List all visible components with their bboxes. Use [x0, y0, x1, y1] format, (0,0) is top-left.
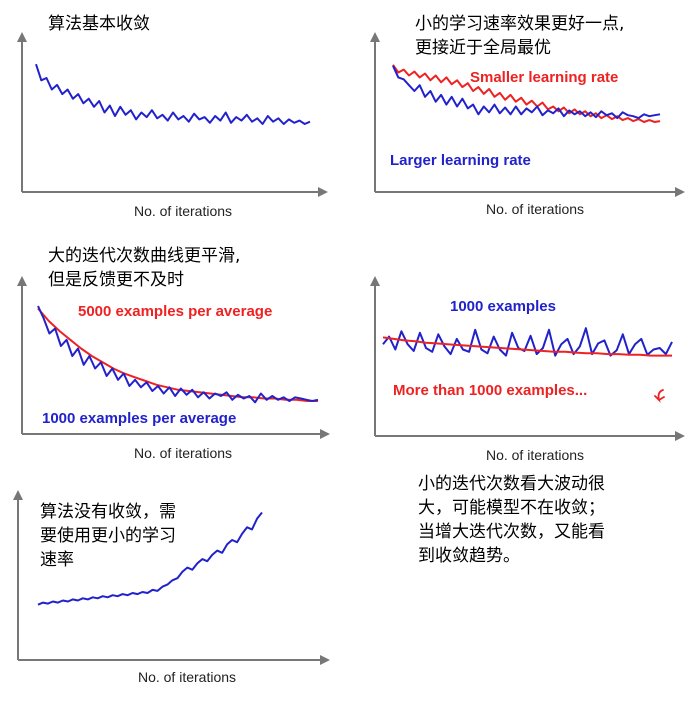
chart-3-svg: No. of iterations 5000 examples per avera…	[17, 276, 330, 461]
x-axis-arrowhead	[318, 187, 328, 197]
chart-5-note: 算法没有收敛，需 要使用更小的学习 速率	[40, 502, 176, 570]
chart-panel-4: No. of iterations 1000 examples More than …	[345, 238, 690, 468]
series-label-2: 1000 examples per average	[42, 410, 236, 427]
chart-panel-1: No. of iterations 算法基本收敛	[0, 0, 340, 230]
series-line-1	[382, 327, 673, 357]
series-label-2: Larger learning rate	[390, 152, 531, 169]
chart-2-note: 小的学习速率效果更好一点, 更接近于全局最优	[415, 14, 625, 58]
x-axis-arrowhead	[320, 655, 330, 665]
x-axis-arrowhead	[320, 429, 330, 439]
x-axis-label: No. of iterations	[138, 669, 236, 685]
chart-panel-3: No. of iterations 5000 examples per avera…	[0, 238, 340, 468]
series-line-1	[37, 511, 263, 606]
chart-5-svg: No. of iterations	[13, 490, 330, 685]
chart-panel-2: No. of iterations Smaller learning rate La…	[345, 0, 690, 230]
series-line-1	[37, 307, 318, 402]
red-arrow-mark	[654, 389, 665, 403]
series-line-2	[37, 305, 319, 404]
x-axis-label: No. of iterations	[134, 445, 232, 461]
x-axis-arrowhead	[675, 431, 685, 441]
chart-3-note: 大的迭代次数曲线更平滑, 但是反馈更不及时	[48, 246, 241, 290]
x-axis-label: No. of iterations	[134, 203, 232, 219]
y-axis-arrowhead	[17, 276, 27, 286]
chart-panel-5: No. of iterations 算法没有收敛，需 要使用更小的学习 速率	[0, 478, 340, 704]
series-label-1: 1000 examples	[450, 298, 556, 315]
chart-4-note-below: 小的迭代次数看大波动很 大，可能模型不在收敛； 当增大迭代次数，又能看 到收敛趋…	[418, 474, 605, 566]
x-axis-arrowhead	[675, 187, 685, 197]
series-line-2	[392, 65, 661, 120]
y-axis-arrowhead	[370, 276, 380, 286]
series-label-1: Smaller learning rate	[470, 69, 618, 86]
series-label-1: 5000 examples per average	[78, 303, 272, 320]
chart-1-note: 算法基本收敛	[48, 14, 150, 34]
chart-4-svg: No. of iterations 1000 examples More than …	[370, 276, 685, 463]
chart-2-svg: No. of iterations Smaller learning rate La…	[370, 32, 685, 217]
series-line-1	[35, 63, 311, 125]
y-axis-arrowhead	[17, 32, 27, 42]
x-axis-label: No. of iterations	[486, 447, 584, 463]
chart-1-svg: No. of iterations	[17, 32, 328, 219]
y-axis-arrowhead	[370, 32, 380, 42]
series-line-2	[382, 336, 672, 357]
y-axis-arrowhead	[13, 490, 23, 500]
series-label-2: More than 1000 examples...	[393, 382, 587, 399]
x-axis-label: No. of iterations	[486, 201, 584, 217]
